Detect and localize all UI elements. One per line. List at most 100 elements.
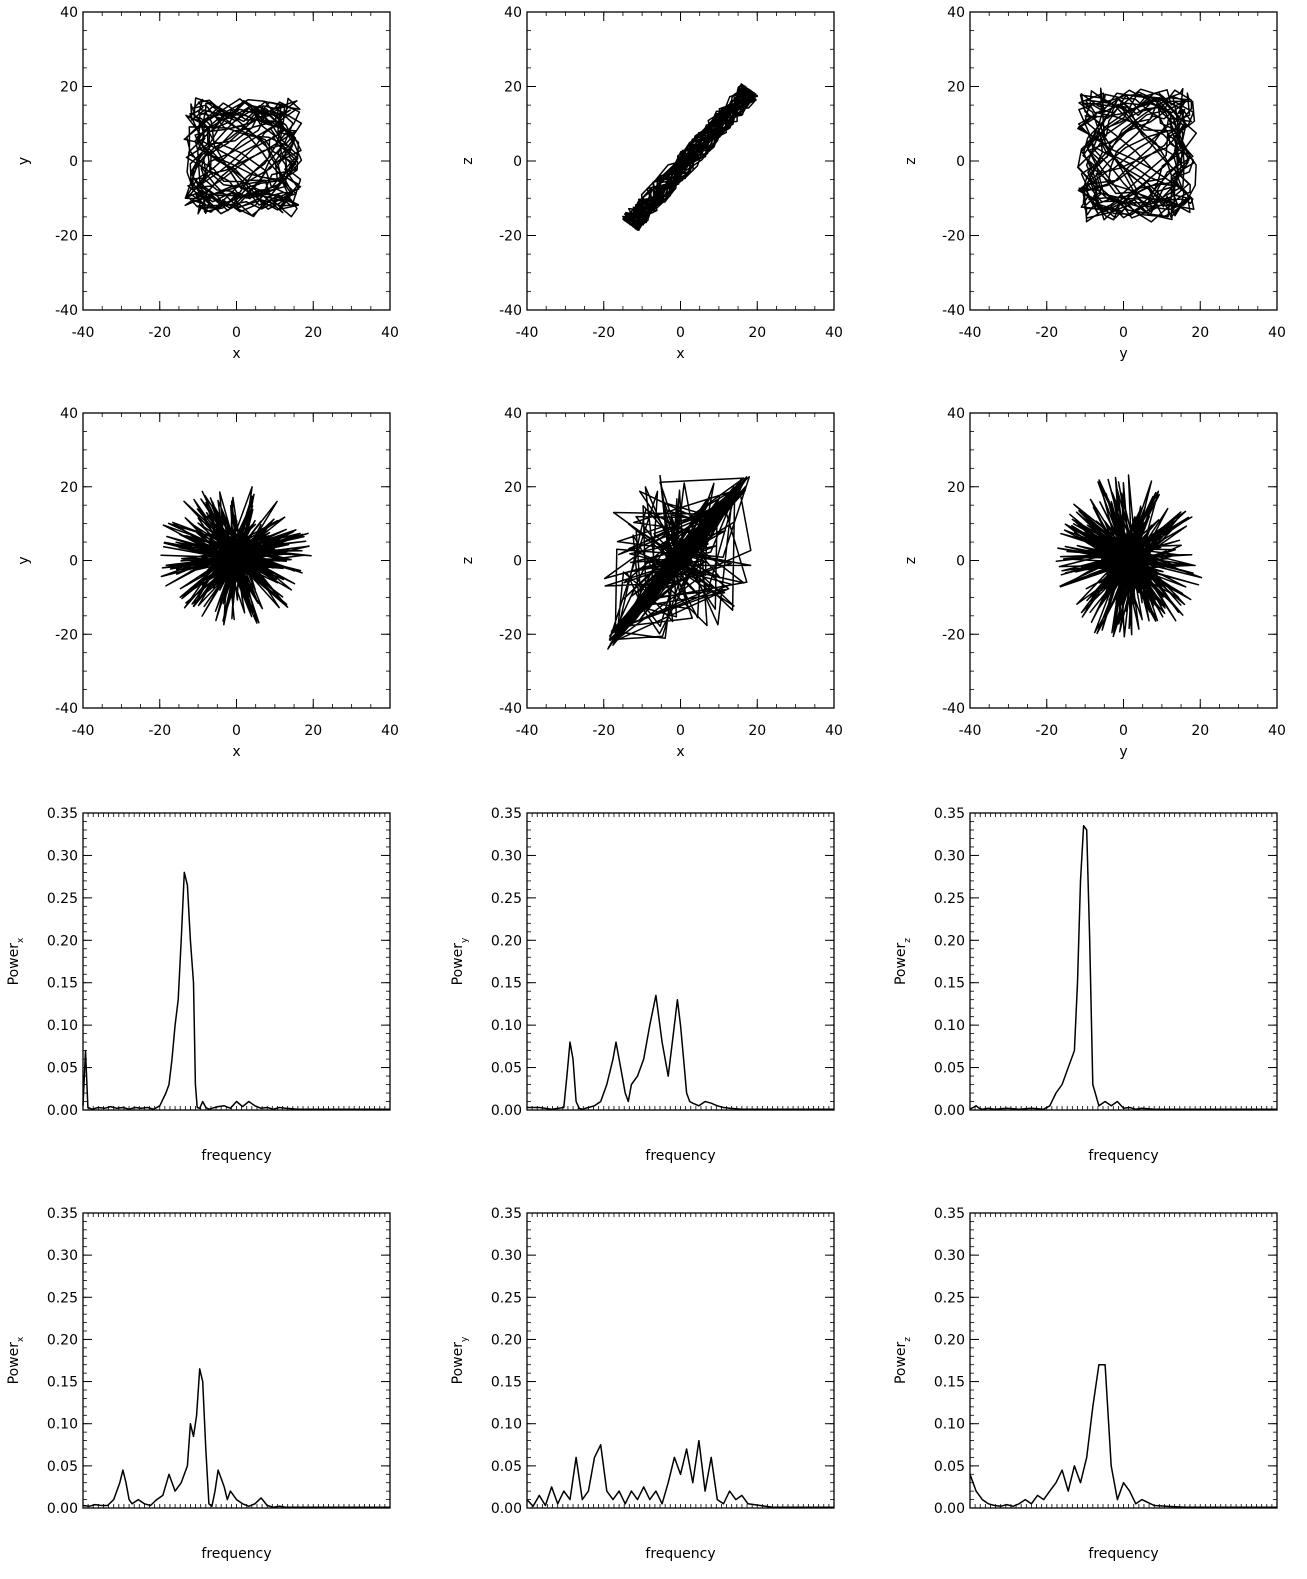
y-tick-label: 0.20 (47, 933, 78, 949)
y-tick-label: 40 (60, 5, 78, 21)
y-tick-label: 0.05 (491, 1061, 522, 1077)
x-tick-label: 0 (1119, 723, 1128, 739)
y-axis-label-subscript: z (903, 1337, 913, 1342)
y-axis-label: z (903, 557, 919, 564)
data-line (160, 486, 312, 626)
y-axis-label-subscript: x (16, 937, 26, 943)
x-tick-label: 40 (825, 723, 843, 739)
y-tick-label: 0.25 (934, 891, 965, 907)
y-tick-label: 0.15 (491, 976, 522, 992)
y-tick-label: 0 (69, 154, 78, 170)
y-tick-label: 0 (513, 554, 522, 570)
y-tick-label: 40 (504, 5, 522, 21)
y-tick-label: 40 (947, 406, 965, 422)
x-tick-label: -20 (1035, 723, 1058, 739)
x-tick-label: -20 (148, 723, 171, 739)
x-tick-label: 0 (232, 325, 241, 341)
y-tick-label: 0.35 (491, 1206, 522, 1222)
x-tick-label: -20 (592, 325, 615, 341)
x-tick-label: 40 (381, 723, 399, 739)
data-line (622, 83, 759, 232)
x-tick-label: -40 (72, 325, 95, 341)
data-line (1076, 87, 1198, 223)
x-axis-label: y (1119, 744, 1127, 760)
y-tick-label: -40 (499, 303, 522, 319)
data-line (82, 871, 390, 1110)
x-tick-label: 20 (304, 723, 322, 739)
y-tick-label: 0.35 (491, 806, 522, 822)
y-tick-label: 0.10 (934, 1018, 965, 1034)
y-axis-label: Powerz (893, 938, 913, 985)
y-tick-label: 0.25 (47, 891, 78, 907)
y-tick-label: 0.00 (491, 1501, 522, 1517)
y-tick-label: -40 (499, 701, 522, 717)
x-axis-label: x (676, 744, 684, 760)
y-tick-label: 0.00 (934, 1103, 965, 1119)
chart-panel-p2: -40 -20 0 20 40 -40 -20 0 20 40 x z (460, 5, 843, 362)
chart-panel-p8: 0.00 0.05 0.10 0.15 0.20 0.25 0.30 0.35 frequenc… (450, 806, 835, 1164)
y-tick-label: -20 (942, 627, 965, 643)
data-line (969, 1363, 1277, 1508)
data-line (526, 1439, 834, 1508)
y-axis-label: z (903, 157, 919, 164)
plot-frame (969, 1212, 1278, 1509)
y-tick-label: 40 (504, 406, 522, 422)
x-axis-label: frequency (645, 1546, 715, 1562)
chart-panel-p9: 0.00 0.05 0.10 0.15 0.20 0.25 0.30 0.35 frequenc… (893, 806, 1278, 1164)
plot-frame (526, 1212, 835, 1509)
y-tick-label: 0.05 (47, 1061, 78, 1077)
y-axis-label-subscript: y (460, 1336, 470, 1342)
data-line (82, 1368, 390, 1508)
x-tick-label: 0 (676, 325, 685, 341)
y-tick-label: -20 (499, 229, 522, 245)
x-tick-label: 20 (748, 723, 766, 739)
y-tick-label: 20 (504, 480, 522, 496)
x-tick-label: -20 (148, 325, 171, 341)
plot-frame (82, 11, 391, 311)
x-tick-label: 40 (1268, 723, 1286, 739)
y-tick-label: 0.05 (934, 1061, 965, 1077)
x-tick-label: 0 (1119, 325, 1128, 341)
y-axis-label-subscript: y (460, 937, 470, 943)
y-tick-label: 0.10 (491, 1417, 522, 1433)
plot-frame (82, 812, 391, 1111)
y-axis-label: Powery (450, 1336, 470, 1384)
y-tick-label: 0.15 (934, 1375, 965, 1391)
y-axis-label: Powerx (6, 937, 26, 985)
y-tick-label: 0.35 (47, 1206, 78, 1222)
y-tick-label: 0.35 (934, 806, 965, 822)
y-tick-label: 0.00 (491, 1103, 522, 1119)
chart-panel-p7: 0.00 0.05 0.10 0.15 0.20 0.25 0.30 0.35 frequenc… (6, 806, 391, 1164)
y-tick-label: 0.20 (491, 933, 522, 949)
x-tick-label: 40 (825, 325, 843, 341)
data-line (183, 97, 303, 218)
chart-panel-p6: -40 -20 0 20 40 -40 -20 0 20 40 y z (903, 406, 1286, 760)
x-tick-label: -40 (72, 723, 95, 739)
x-axis-label: frequency (1088, 1546, 1158, 1562)
y-tick-label: 0.10 (491, 1018, 522, 1034)
y-tick-label: 0.25 (491, 1290, 522, 1306)
x-tick-label: 20 (1191, 325, 1209, 341)
y-tick-label: 0 (956, 154, 965, 170)
y-tick-label: 0.15 (491, 1375, 522, 1391)
x-tick-label: -40 (516, 723, 539, 739)
x-tick-label: -20 (592, 723, 615, 739)
y-tick-label: 40 (947, 5, 965, 21)
x-tick-label: -20 (1035, 325, 1058, 341)
y-axis-label: z (460, 157, 476, 164)
y-tick-label: 0.30 (491, 1248, 522, 1264)
y-axis-label: Powerz (893, 1337, 913, 1384)
chart-panel-p10: 0.00 0.05 0.10 0.15 0.20 0.25 0.30 0.35 frequenc… (6, 1206, 391, 1562)
chart-panel-p5: -40 -20 0 20 40 -40 -20 0 20 40 x z (460, 406, 843, 760)
y-tick-label: 0.30 (934, 1248, 965, 1264)
y-tick-label: 0.05 (934, 1459, 965, 1475)
y-tick-label: 0.10 (47, 1417, 78, 1433)
y-tick-label: 0.00 (47, 1501, 78, 1517)
y-tick-label: 0 (956, 554, 965, 570)
x-tick-label: 20 (748, 325, 766, 341)
x-tick-label: 20 (1191, 723, 1209, 739)
y-tick-label: 0 (513, 154, 522, 170)
y-axis-label: y (16, 556, 32, 564)
y-tick-label: 0.20 (491, 1332, 522, 1348)
y-axis-label-subscript: x (16, 1336, 26, 1342)
